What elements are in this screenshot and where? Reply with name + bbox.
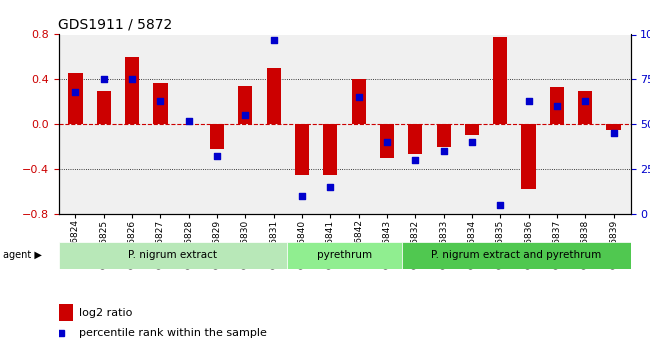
Bar: [58, 304, 73, 321]
Point: [297, 193, 307, 199]
Point: [127, 77, 137, 82]
Point: [608, 130, 619, 136]
Text: log2 ratio: log2 ratio: [79, 308, 132, 317]
Bar: [68, 73, 83, 124]
Text: GDS1911 / 5872: GDS1911 / 5872: [58, 18, 173, 32]
Point: [70, 89, 81, 95]
Point: [438, 148, 448, 154]
Text: P. nigrum extract and pyrethrum: P. nigrum extract and pyrethrum: [431, 250, 601, 260]
Bar: [380, 124, 394, 158]
Bar: [578, 90, 592, 124]
Point: [552, 104, 562, 109]
Point: [325, 184, 335, 190]
Bar: [97, 90, 111, 124]
Bar: [437, 124, 450, 147]
Bar: [153, 83, 168, 124]
Point: [354, 95, 364, 100]
Bar: [493, 37, 507, 124]
Point: [382, 139, 392, 145]
Text: agent ▶: agent ▶: [3, 250, 42, 260]
Bar: [352, 79, 366, 124]
Point: [268, 37, 279, 43]
Point: [523, 98, 534, 104]
Bar: [550, 87, 564, 124]
FancyBboxPatch shape: [58, 241, 287, 269]
Point: [240, 112, 251, 118]
Point: [410, 157, 421, 163]
Bar: [125, 57, 139, 124]
Point: [99, 77, 109, 82]
Bar: [323, 124, 337, 175]
Bar: [465, 124, 479, 135]
Bar: [266, 68, 281, 124]
Point: [467, 139, 477, 145]
FancyBboxPatch shape: [402, 241, 630, 269]
Point: [183, 118, 194, 124]
Bar: [521, 124, 536, 189]
Bar: [239, 86, 252, 124]
Point: [212, 154, 222, 159]
Text: P. nigrum extract: P. nigrum extract: [129, 250, 217, 260]
Text: pyrethrum: pyrethrum: [317, 250, 372, 260]
Point: [580, 98, 590, 104]
FancyBboxPatch shape: [287, 241, 402, 269]
Bar: [210, 124, 224, 149]
Bar: [408, 124, 422, 155]
Text: percentile rank within the sample: percentile rank within the sample: [79, 328, 266, 338]
Point: [155, 98, 166, 104]
Point: [495, 202, 506, 208]
Bar: [606, 124, 621, 130]
Bar: [295, 124, 309, 175]
